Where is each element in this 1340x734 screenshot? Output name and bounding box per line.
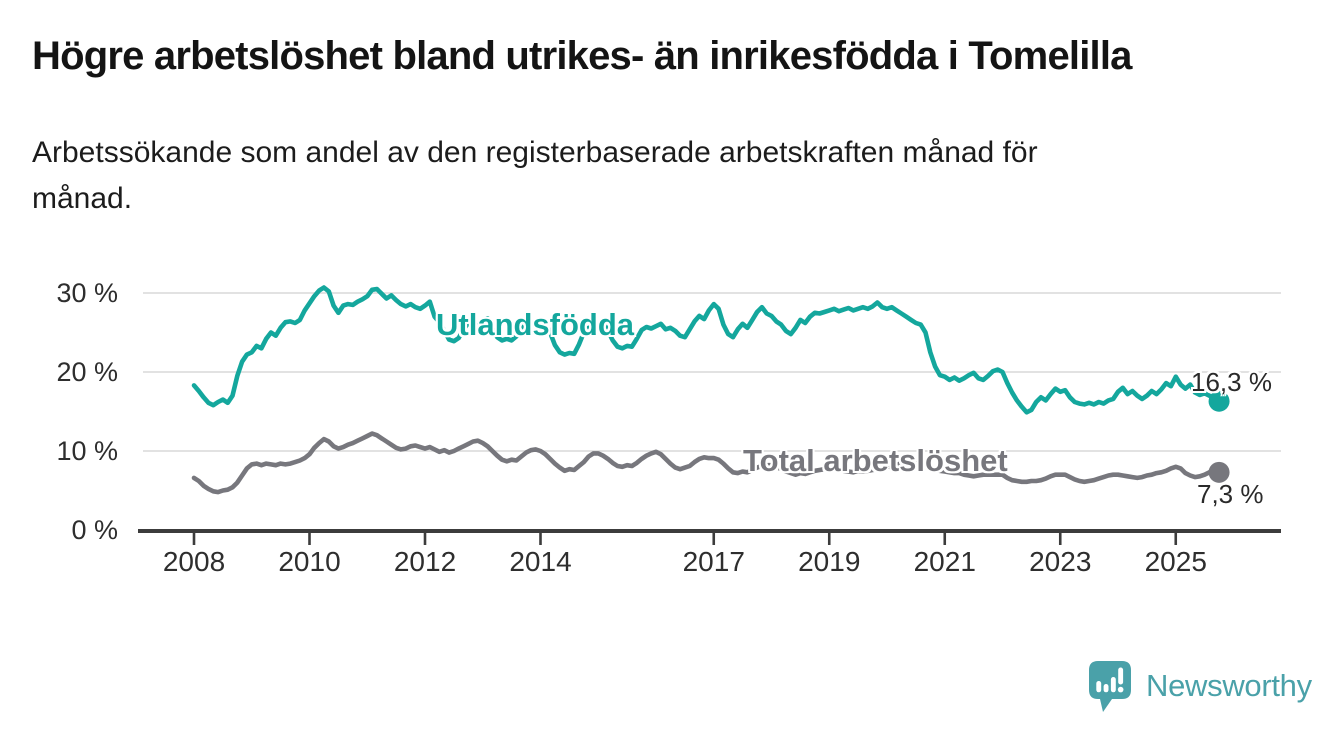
end-value-label-utlandsfodda: 16,3 % (1191, 367, 1272, 397)
series-label-total-arbetsloshet: Total arbetslöshet (743, 443, 1008, 478)
series-line-0 (191, 285, 1222, 415)
x-axis-label-2010: 2010 (278, 546, 341, 577)
series-end-dot-0 (1208, 390, 1230, 412)
x-axis-label-2008: 2008 (162, 546, 226, 577)
x-axis-label-2025: 2025 (1144, 546, 1207, 577)
x-axis-label-2021: 2021 (913, 546, 976, 577)
newsworthy-logo-icon (1089, 661, 1131, 712)
series-line-1 (191, 431, 1222, 495)
chart-subtitle: Arbetssökande som andel av den registerb… (32, 136, 1038, 215)
page-title: Högre arbetslöshet bland utrikes- än inr… (32, 34, 1132, 78)
series-end-dot-1 (1208, 461, 1230, 483)
y-axis-label-30: 30 % (56, 278, 118, 308)
x-axis-label-2017: 2017 (682, 546, 745, 577)
newsworthy-logo-text: Newsworthy (1146, 668, 1312, 703)
x-axis-label-2019: 2019 (798, 546, 861, 577)
end-value-label-total: 7,3 % (1197, 479, 1264, 509)
x-axis-label-2012: 2012 (393, 546, 457, 577)
y-axis-label-10: 10 % (56, 436, 118, 466)
x-axis-label-2023: 2023 (1029, 546, 1092, 577)
bar-chart-icon (1096, 667, 1124, 693)
x-axis-label-2014: 2014 (509, 546, 572, 577)
y-axis-label-0: 0 % (71, 515, 118, 545)
series-label-utlandsfodda: Utlandsfödda (436, 307, 635, 342)
y-axis-label-20: 20 % (56, 357, 118, 387)
newsworthy-logo: Newsworthy (1085, 659, 1312, 713)
